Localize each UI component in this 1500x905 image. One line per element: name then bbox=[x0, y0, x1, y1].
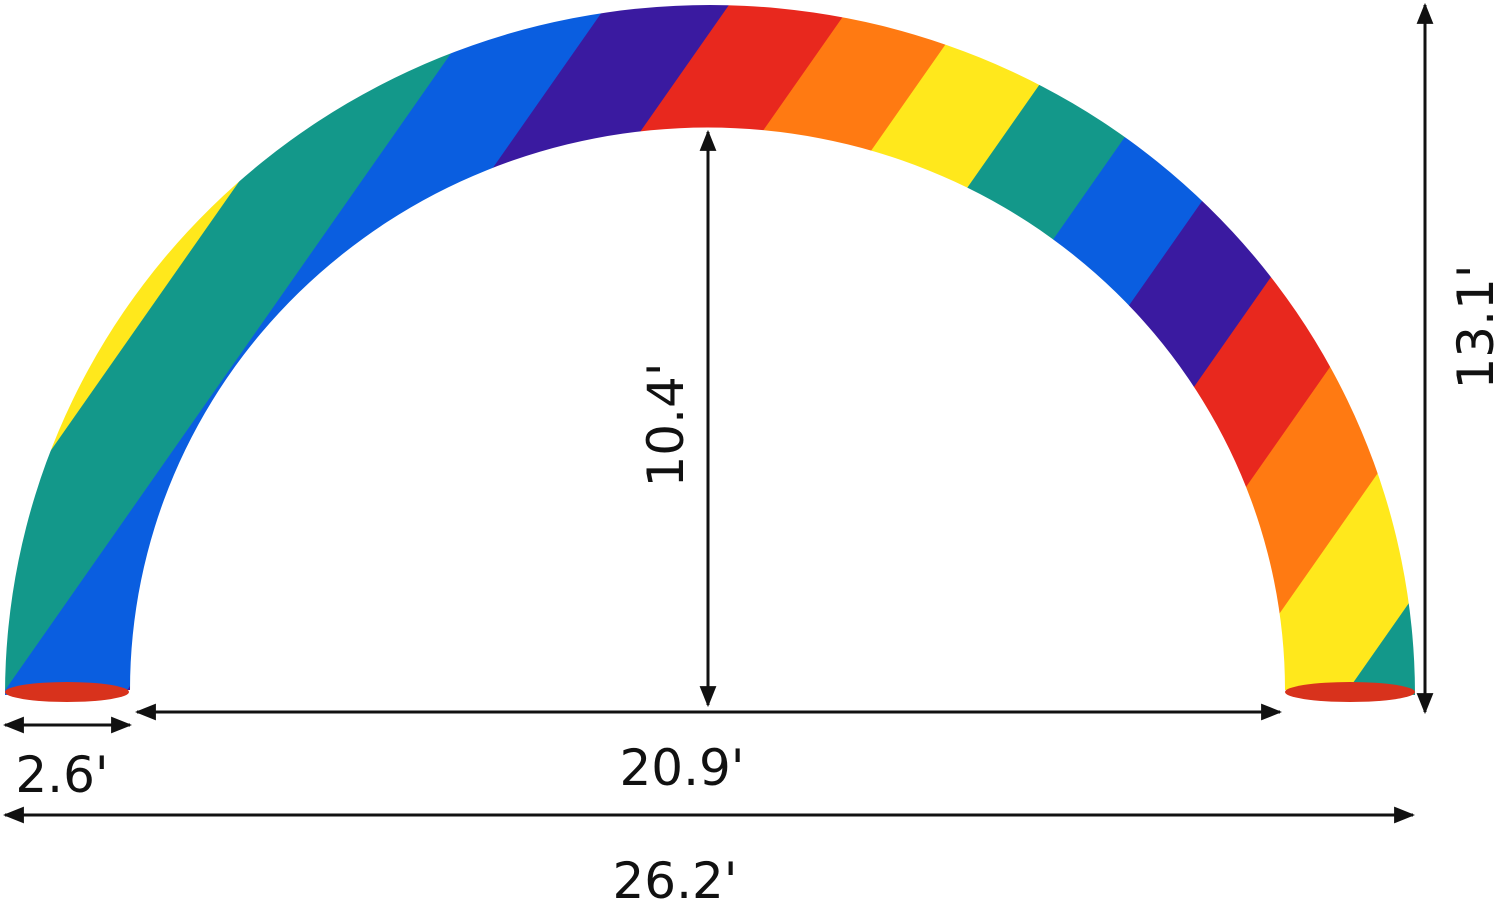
left-base bbox=[5, 682, 129, 702]
total-width-label: 26.2' bbox=[612, 852, 737, 905]
total-height-label: 13.1' bbox=[1447, 264, 1500, 389]
inner-height-label: 10.4' bbox=[637, 362, 695, 487]
inner-width-label: 20.9' bbox=[619, 739, 744, 797]
tube-diameter-label: 2.6' bbox=[15, 746, 108, 804]
rainbow-arch bbox=[5, 5, 1415, 695]
right-base bbox=[1285, 682, 1415, 702]
